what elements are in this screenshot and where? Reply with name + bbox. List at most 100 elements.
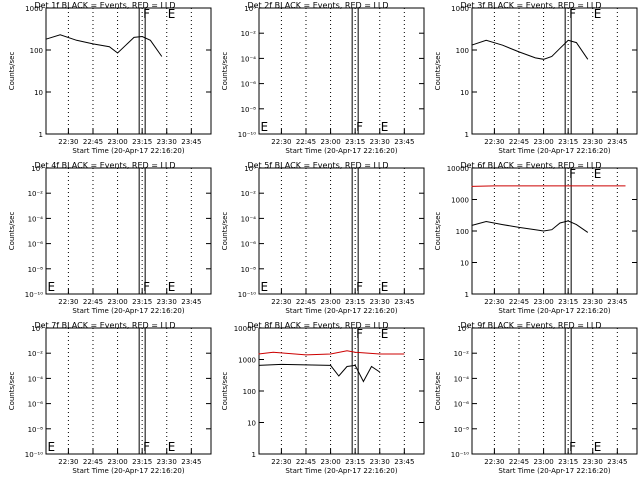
plot-frame [45,327,212,455]
panel-det-7: Det 7f BLACK = Events, RED = LLD 10⁻¹⁰ 10⁻… [8,321,212,475]
x-tick-label: 23:00 [533,138,553,146]
x-tick-label: 22:30 [484,458,504,466]
x-tick-label: 22:30 [58,138,78,146]
series-line-2 [258,350,405,356]
x-tick-label: 23:45 [394,298,414,306]
panel-title: Det 2f BLACK = Events, RED = LLD [247,1,388,10]
y-tick-label: 10⁻⁸ [241,106,257,114]
marker-e: E [594,167,602,181]
plot-frame [471,327,638,455]
y-tick-label: 1 [252,451,256,459]
plot-frame [258,167,425,295]
x-axis-label: Start Time (20-Apr-17 22:16:20) [498,307,610,315]
y-tick-label: 100 [456,228,469,236]
plot-frame [258,7,425,135]
y-axis-label: Counts/sec [221,372,229,411]
x-tick-label: 23:30 [583,298,603,306]
x-tick-label: 23:15 [558,298,578,306]
x-tick-label: 23:30 [157,298,177,306]
x-tick-label: 23:15 [345,138,365,146]
series-line-1 [471,220,589,233]
y-tick-label: 10⁻² [454,350,470,358]
x-axis-label: Start Time (20-Apr-17 22:16:20) [72,467,184,475]
x-tick-label: 23:00 [320,298,340,306]
x-tick-label: 23:30 [370,298,390,306]
x-tick-label: 23:00 [107,138,127,146]
y-axis-label: Counts/sec [8,372,16,411]
marker-f: F [356,327,363,341]
y-tick-label: 10⁻¹⁰ [451,451,469,459]
x-tick-label: 22:30 [484,298,504,306]
y-tick-label: 1 [465,131,469,139]
y-axis-label: Counts/sec [8,52,16,91]
y-tick-label: 10⁻⁸ [28,426,44,434]
x-tick-label: 23:15 [132,458,152,466]
marker-e: E [47,440,55,454]
y-tick-label: 10⁰ [31,165,43,173]
y-tick-label: 10⁻² [241,190,257,198]
y-axis-label: Counts/sec [221,212,229,251]
y-tick-label: 10⁻⁴ [241,55,257,63]
y-tick-label: 10⁻¹⁰ [25,291,43,299]
panel-title: Det 4f BLACK = Events, RED = LLD [34,161,175,170]
y-tick-label: 1000 [451,197,469,205]
y-tick-label: 10⁻¹⁰ [238,291,256,299]
y-tick-label: 10⁻⁴ [28,215,44,223]
series-line-1 [258,363,380,383]
plot-frame [258,327,425,455]
x-tick-label: 22:30 [484,138,504,146]
plot-frame [45,7,212,135]
x-tick-label: 23:30 [583,458,603,466]
panel-det-6: Det 6f BLACK = Events, RED = LLD 1 10 100 10… [434,161,638,315]
panel-title: Det 3f BLACK = Events, RED = LLD [460,1,601,10]
panel-title: Det 7f BLACK = Events, RED = LLD [34,321,175,330]
plot-frame [45,167,212,295]
y-tick-label: 10⁻⁶ [454,401,470,409]
x-axis-label: Start Time (20-Apr-17 22:16:20) [498,147,610,155]
marker-e: E [260,120,268,134]
x-tick-label: 23:00 [320,458,340,466]
panel-title: Det 6f BLACK = Events, RED = LLD [460,161,601,170]
x-tick-label: 23:45 [181,138,201,146]
x-tick-label: 23:45 [394,138,414,146]
x-tick-label: 23:45 [394,458,414,466]
panel-det-4: Det 4f BLACK = Events, RED = LLD 10⁻¹⁰ 10⁻… [8,161,212,315]
y-tick-label: 100 [30,47,43,55]
x-tick-label: 23:45 [607,458,627,466]
panel-title: Det 5f BLACK = Events, RED = LLD [247,161,388,170]
panel-det-1: Det 1f BLACK = Events, RED = LLD 1 10 100 10… [8,1,212,155]
plot-frame [471,167,638,295]
x-tick-label: 23:45 [181,458,201,466]
x-tick-label: 22:30 [271,298,291,306]
marker-e: E [47,280,55,294]
x-tick-label: 23:30 [157,138,177,146]
x-tick-label: 23:15 [558,138,578,146]
plot-frame [471,7,638,135]
marker-e: E [594,440,602,454]
y-tick-label: 10⁻⁸ [28,266,44,274]
y-tick-label: 10⁻⁴ [241,215,257,223]
marker-e: E [168,440,176,454]
y-tick-label: 10⁻² [241,30,257,38]
y-tick-label: 10⁰ [244,165,256,173]
panel-title: Det 8f BLACK = Events, RED = LLD [247,321,388,330]
marker-f: F [569,7,576,21]
marker-f: F [569,440,576,454]
y-tick-label: 1 [39,131,43,139]
y-tick-label: 10000 [447,165,469,173]
y-axis-label: Counts/sec [8,212,16,251]
x-tick-label: 23:30 [157,458,177,466]
x-tick-label: 22:45 [296,138,316,146]
marker-e: E [168,7,176,21]
y-tick-label: 10 [247,420,256,428]
x-tick-label: 23:00 [320,138,340,146]
x-tick-label: 23:30 [370,458,390,466]
y-tick-label: 10⁻⁶ [28,241,44,249]
y-tick-label: 10 [460,260,469,268]
marker-f: F [356,280,363,294]
y-tick-label: 10⁻⁶ [241,81,257,89]
marker-e: E [381,280,389,294]
y-tick-label: 10⁻² [28,190,44,198]
marker-f: F [569,167,576,181]
x-tick-label: 23:30 [583,138,603,146]
